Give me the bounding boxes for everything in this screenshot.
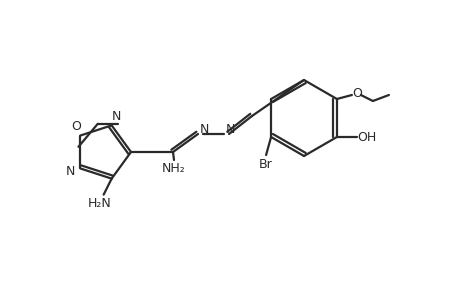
Text: N: N xyxy=(199,122,208,136)
Text: Br: Br xyxy=(259,158,272,170)
Text: N: N xyxy=(66,165,75,178)
Text: N: N xyxy=(225,122,234,136)
Text: H₂N: H₂N xyxy=(88,197,111,210)
Text: O: O xyxy=(351,86,361,100)
Text: O: O xyxy=(71,120,81,133)
Text: OH: OH xyxy=(357,130,376,143)
Text: N: N xyxy=(112,110,121,123)
Text: NH₂: NH₂ xyxy=(162,161,185,175)
